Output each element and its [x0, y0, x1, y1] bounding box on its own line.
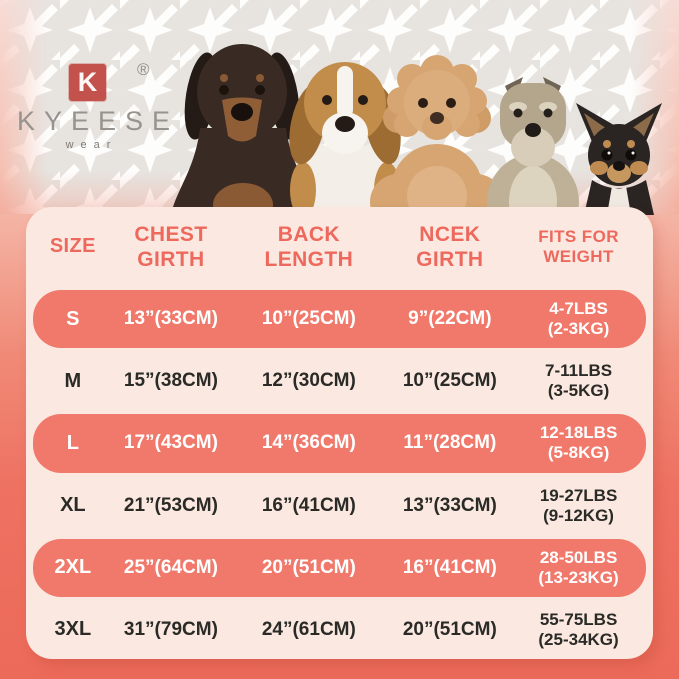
table-row-s: S 13”(33CM) 10”(25CM) 9”(22CM) 4-7LBS (2… [33, 290, 646, 349]
table-row-3xl: 3XL 31”(79CM) 24”(61CM) 20”(51CM) 55-75L… [33, 601, 646, 659]
header-back-line1: BACK [277, 222, 340, 246]
cell-weight-lbs: 12-18LBS [539, 423, 618, 443]
table-row-2xl: 2XL 25”(64CM) 20”(51CM) 16”(41CM) 28-50L… [33, 538, 646, 597]
cell-chest-girth: 17”(43CM) [123, 432, 218, 454]
header-chest-girth: CHEST GIRTH [113, 222, 229, 272]
cell-weight: 12-18LBS (5-8KG) [511, 423, 646, 463]
table-header-row: SIZE CHEST GIRTH BACK LENGTH NCEK GIRTH … [33, 207, 646, 286]
header-chest-line2: GIRTH [137, 247, 205, 271]
cell-neck-girth: 10”(25CM) [402, 370, 497, 392]
cell-weight-kg: (9-12KG) [543, 505, 614, 525]
header-size-label: SIZE [49, 235, 96, 257]
cell-weight: 7-11LBS (3-5KG) [511, 361, 646, 401]
cell-back-length: 12”(30CM) [261, 370, 356, 392]
cell-back-length: 24”(61CM) [261, 618, 356, 640]
header-chest-line1: CHEST [134, 222, 208, 246]
header-fits-for-weight: FITS FOR WEIGHT [511, 227, 646, 267]
cell-weight-kg: (25-34KG) [538, 629, 619, 649]
cell-size: 2XL [54, 556, 92, 579]
header-back-length: BACK LENGTH [229, 222, 388, 272]
table-row-l: L 17”(43CM) 14”(36CM) 11”(28CM) 12-18LBS… [33, 414, 646, 473]
table-body: S 13”(33CM) 10”(25CM) 9”(22CM) 4-7LBS (2… [33, 286, 646, 659]
registered-trademark-icon: ® [137, 60, 150, 79]
cell-weight-lbs: 28-50LBS [539, 547, 618, 567]
cell-chest-girth: 31”(79CM) [123, 618, 218, 640]
cell-neck-girth: 11”(28CM) [403, 432, 497, 454]
header-neck-line2: GIRTH [416, 247, 484, 271]
cell-chest-girth: 13”(33CM) [123, 308, 218, 330]
cell-neck-girth: 13”(33CM) [402, 494, 497, 516]
cell-back-length: 14”(36CM) [261, 432, 356, 454]
cell-weight: 28-50LBS (13-23KG) [511, 548, 646, 588]
cell-back-length: 20”(51CM) [261, 556, 356, 578]
cell-weight-lbs: 19-27LBS [539, 485, 618, 505]
header-weight-line2: WEIGHT [543, 246, 614, 266]
cell-size: S [66, 307, 80, 330]
header-weight-line1: FITS FOR [538, 226, 619, 246]
logo-k-mark-icon: K [69, 64, 106, 101]
cell-chest-girth: 25”(64CM) [123, 556, 218, 578]
cell-size: XL [60, 494, 86, 517]
cell-weight: 19-27LBS (9-12KG) [511, 486, 646, 526]
header-back-line2: LENGTH [264, 247, 354, 271]
brand-subtitle: wear [65, 139, 118, 151]
cell-neck-girth: 20”(51CM) [402, 618, 497, 640]
cell-size: L [66, 431, 79, 454]
cell-weight: 4-7LBS (2-3KG) [511, 299, 646, 339]
dog-chihuahua [576, 103, 662, 215]
cell-size: M [64, 369, 82, 392]
cell-weight-lbs: 7-11LBS [545, 361, 613, 381]
cell-chest-girth: 21”(53CM) [123, 494, 218, 516]
cell-back-length: 16”(41CM) [261, 494, 356, 516]
logo-k-letter: K [77, 67, 98, 97]
cell-back-length: 10”(25CM) [261, 308, 356, 330]
header-size: SIZE [33, 234, 113, 259]
header-neck-line1: NCEK [419, 222, 481, 246]
cell-weight: 55-75LBS (25-34KG) [511, 610, 646, 650]
cell-weight-kg: (13-23KG) [538, 567, 619, 587]
table-row-m: M 15”(38CM) 12”(30CM) 10”(25CM) 7-11LBS … [33, 352, 646, 410]
header-neck-girth: NCEK GIRTH [389, 222, 512, 272]
cell-weight-kg: (2-3KG) [547, 319, 610, 339]
dog-schnauzer [487, 77, 579, 215]
cell-weight-kg: (5-8KG) [547, 443, 610, 463]
brand-name: KYEESE [17, 106, 180, 136]
cell-size: 3XL [54, 618, 92, 641]
cell-weight-kg: (3-5KG) [547, 381, 610, 401]
cell-weight-lbs: 55-75LBS [539, 609, 618, 629]
cell-neck-girth: 9”(22CM) [408, 308, 492, 330]
cell-neck-girth: 16”(41CM) [402, 556, 497, 578]
size-chart-card: SIZE CHEST GIRTH BACK LENGTH NCEK GIRTH … [26, 207, 653, 659]
cell-weight-lbs: 4-7LBS [549, 299, 608, 319]
cell-chest-girth: 15”(38CM) [123, 370, 218, 392]
table-row-xl: XL 21”(53CM) 16”(41CM) 13”(33CM) 19-27LB… [33, 477, 646, 535]
